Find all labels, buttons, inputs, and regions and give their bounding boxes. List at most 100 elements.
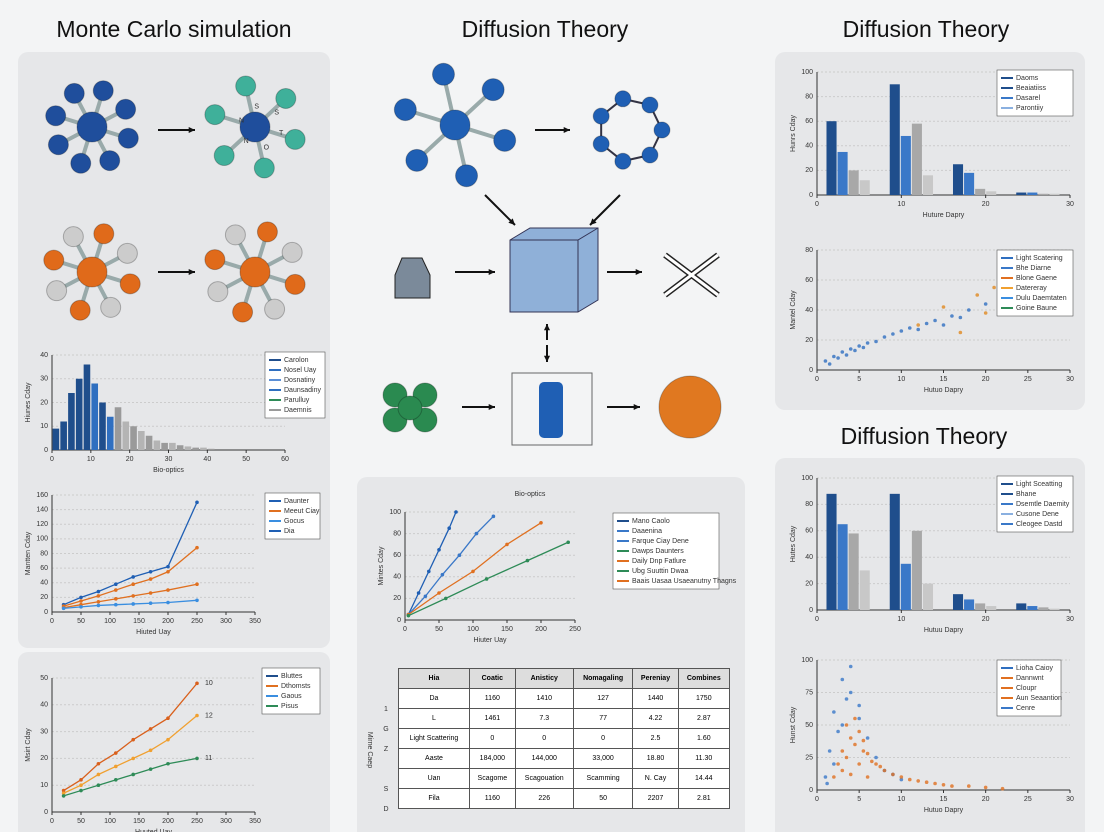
bar xyxy=(145,435,153,450)
line xyxy=(63,599,198,609)
x-tick-label: 5 xyxy=(857,796,861,803)
bar xyxy=(161,442,168,450)
point xyxy=(437,548,441,552)
arrow xyxy=(589,194,621,226)
x-tick-label: 10 xyxy=(897,376,905,383)
y-tick-label: 0 xyxy=(809,367,813,374)
arrow-head xyxy=(590,218,597,225)
y-tick-label: 100 xyxy=(36,536,48,543)
atom-label: N xyxy=(239,118,244,125)
point xyxy=(950,784,954,788)
point xyxy=(114,751,118,755)
bar xyxy=(130,426,137,450)
y-tick-label: 20 xyxy=(805,167,813,174)
x-tick-label: 60 xyxy=(281,456,289,463)
y-tick-label: 30 xyxy=(40,376,48,383)
atom-label: S xyxy=(254,103,259,110)
table-cell: 1440 xyxy=(632,688,679,709)
table-cell: 2207 xyxy=(632,788,679,809)
bar xyxy=(200,447,207,450)
point xyxy=(865,775,870,779)
atom xyxy=(62,226,84,248)
legend-label: Lioha Caioy xyxy=(1016,665,1053,672)
table-cell: 184,000 xyxy=(468,748,516,769)
legend-label: Daily Dnp Fatlure xyxy=(632,558,686,565)
x-tick-label: 0 xyxy=(815,201,819,208)
table-cell: L xyxy=(398,708,470,729)
atom xyxy=(481,78,505,102)
end-label: 11 xyxy=(205,755,212,762)
point xyxy=(848,664,853,669)
y-tick-label: 60 xyxy=(805,277,813,284)
atom-label: S xyxy=(274,110,279,117)
y-tick-label: 80 xyxy=(805,93,813,100)
point xyxy=(96,783,101,787)
legend-label: Gocus xyxy=(284,518,305,525)
point xyxy=(832,775,836,779)
table-cell: 1160 xyxy=(468,688,516,709)
x-tick-label: 150 xyxy=(501,626,513,633)
arrow-head xyxy=(635,268,642,276)
point xyxy=(79,783,83,787)
x-tick-label: 100 xyxy=(104,818,116,825)
table-cell: 18.80 xyxy=(632,748,679,769)
point xyxy=(148,767,153,771)
legend-label: Gaous xyxy=(281,693,302,700)
point xyxy=(61,788,66,793)
point xyxy=(427,569,431,574)
flask xyxy=(394,257,431,299)
point xyxy=(916,779,920,783)
bar xyxy=(911,123,922,195)
arrow-head xyxy=(563,126,570,134)
point xyxy=(924,321,929,326)
point xyxy=(166,588,170,592)
point xyxy=(958,315,963,320)
end-label: 10 xyxy=(205,680,213,687)
legend-label: Daaenina xyxy=(632,528,662,535)
legend-label: Light Scatering xyxy=(1016,255,1063,262)
legend-label: Cloupr xyxy=(1016,685,1037,692)
point xyxy=(844,697,849,701)
legend-label: Cenre xyxy=(1016,705,1035,712)
x-tick-label: 200 xyxy=(162,618,174,625)
x-tick-label: 30 xyxy=(1066,201,1074,208)
point xyxy=(96,599,101,604)
cube-edge xyxy=(510,227,599,312)
point xyxy=(899,777,904,782)
point xyxy=(195,713,199,718)
y-tick-label: 40 xyxy=(40,580,48,587)
bar xyxy=(911,530,922,610)
atom xyxy=(405,148,429,172)
y-tick-label: 0 xyxy=(44,447,48,454)
point xyxy=(861,738,866,743)
point xyxy=(874,762,878,766)
x-tick-label: 100 xyxy=(467,626,479,633)
y-tick-label: 80 xyxy=(805,501,813,508)
legend-label: Pisus xyxy=(281,703,299,710)
point xyxy=(840,350,845,354)
point xyxy=(166,569,170,574)
atom xyxy=(264,298,286,320)
line xyxy=(63,757,198,797)
point xyxy=(166,737,170,742)
point xyxy=(131,594,135,598)
box xyxy=(511,372,593,446)
x-tick-label: 20 xyxy=(982,616,990,623)
y-axis-label: Hunrs Cday xyxy=(790,115,797,152)
y-axis-label: Mantten Cday xyxy=(25,531,32,575)
atom xyxy=(614,90,632,108)
y-tick-label: 10 xyxy=(40,782,48,789)
table-cell: 1461 xyxy=(468,708,516,729)
table-cell: 2.87 xyxy=(677,708,731,729)
bar xyxy=(1038,193,1049,195)
point xyxy=(870,759,874,764)
x-tick-label: 50 xyxy=(435,626,443,633)
table-cell: 14.44 xyxy=(677,768,731,789)
bar xyxy=(952,164,964,195)
x-tick-label: 0 xyxy=(815,376,819,383)
point xyxy=(899,329,904,333)
point xyxy=(882,335,887,339)
x-axis-label: Bio-optics xyxy=(153,467,184,474)
point xyxy=(131,737,135,742)
legend-label: Dasarel xyxy=(1016,95,1041,102)
